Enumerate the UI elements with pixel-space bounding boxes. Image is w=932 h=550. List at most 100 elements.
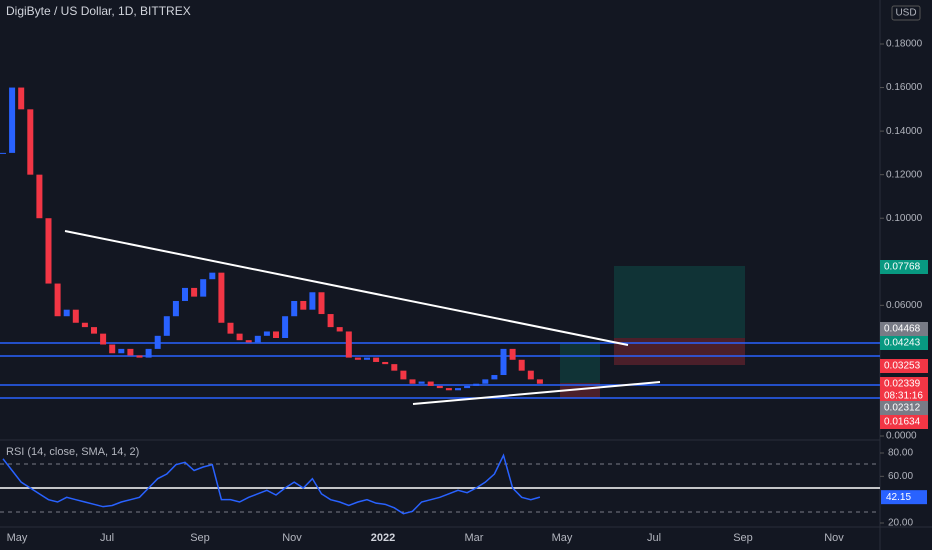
candle <box>536 379 543 384</box>
candle <box>100 333 107 345</box>
candle <box>81 322 88 328</box>
candle <box>136 355 143 358</box>
rsi-tag-label: 42.15 <box>886 492 911 503</box>
x-tick-label: Nov <box>824 532 844 544</box>
candle <box>336 327 343 332</box>
y-tick-label: 0.12000 <box>886 169 923 180</box>
candle <box>182 287 188 301</box>
candle <box>54 283 61 317</box>
y-tick-label: 0.16000 <box>886 82 923 93</box>
rsi-tag <box>881 490 927 505</box>
x-tick-label: Nov <box>282 532 302 544</box>
chart-title: DigiByte / US Dollar, 1D, BITTREX <box>6 4 191 18</box>
candle <box>236 333 243 341</box>
price-tag-label: 0.07768 <box>884 262 921 273</box>
trend-line <box>412 381 661 405</box>
candle <box>200 279 207 297</box>
candle <box>218 272 225 323</box>
candle <box>127 348 134 356</box>
x-tick-label: 2022 <box>371 532 395 544</box>
rsi-line <box>2 453 541 515</box>
candle <box>227 322 234 334</box>
price-tag-label: 0.03253 <box>884 361 921 372</box>
rsi-tick-label: 80.00 <box>888 448 913 459</box>
candle <box>354 357 361 360</box>
candle <box>509 348 516 360</box>
candle <box>282 316 289 338</box>
stop-zone <box>614 338 745 365</box>
y-tick-label: 0.14000 <box>886 126 923 137</box>
price-tag <box>880 389 928 403</box>
candle <box>464 385 471 389</box>
candle <box>154 335 161 349</box>
candle <box>163 316 170 336</box>
candle <box>391 364 398 371</box>
price-tag-label: 0.04243 <box>884 338 921 349</box>
candle <box>436 385 443 389</box>
currency[interactable]: USD <box>895 8 916 19</box>
price-tag-label: 0.02339 <box>884 379 921 390</box>
x-tick-label: Jul <box>100 532 114 544</box>
x-tick-label: Sep <box>733 532 753 544</box>
y-tick-label: 0.0000 <box>886 431 917 442</box>
candle <box>18 87 25 110</box>
price-tag <box>880 322 928 336</box>
price-tag <box>880 377 928 391</box>
stop-zone-small <box>560 383 600 398</box>
candle <box>482 379 489 384</box>
candle <box>172 300 179 317</box>
candle <box>245 340 252 343</box>
candle <box>445 388 452 391</box>
candle <box>191 287 198 297</box>
y-tick-label: 0.10000 <box>886 213 923 224</box>
candle <box>318 292 325 315</box>
candle <box>9 87 16 153</box>
candle <box>36 174 43 219</box>
candle <box>27 109 34 175</box>
candle <box>263 331 270 336</box>
rsi-title: RSI (14, close, SMA, 14, 2) <box>6 446 139 458</box>
price-tag <box>880 401 928 415</box>
price-tag-label: 0.04468 <box>884 324 921 335</box>
candle <box>382 361 389 365</box>
candle <box>364 357 370 360</box>
x-tick-label: Jul <box>647 532 661 544</box>
candle <box>145 348 152 358</box>
candle <box>455 388 461 391</box>
price-tag <box>880 359 928 373</box>
candle <box>0 152 6 154</box>
candle <box>409 379 416 384</box>
candle <box>273 331 279 338</box>
price-tag-label: 08:31:16 <box>884 391 923 402</box>
y-tick-label: 0.06000 <box>886 300 923 311</box>
price-tag <box>880 415 928 429</box>
candle <box>209 272 216 280</box>
candle <box>63 309 70 317</box>
candle <box>254 335 261 343</box>
y-tick-label: 0.18000 <box>886 39 923 50</box>
candle <box>327 314 334 328</box>
candle <box>72 309 79 323</box>
candle <box>491 375 498 380</box>
candle <box>427 381 434 386</box>
price-tag-label: 0.01634 <box>884 417 921 428</box>
candle <box>91 327 97 334</box>
price-tag-label: 0.02312 <box>884 403 921 414</box>
trend-line <box>64 230 629 346</box>
candle <box>109 344 116 354</box>
x-tick-label: Mar <box>465 532 484 544</box>
candle <box>400 370 407 380</box>
candle <box>45 218 52 284</box>
x-tick-label: May <box>552 532 573 544</box>
candle <box>291 300 298 317</box>
candle <box>345 331 352 358</box>
candle <box>118 348 125 354</box>
currency-box[interactable] <box>891 5 921 21</box>
target-zone-small <box>560 343 600 383</box>
x-tick-label: Sep <box>190 532 210 544</box>
x-tick-label: May <box>7 532 28 544</box>
candle <box>300 300 307 310</box>
candle <box>373 357 380 362</box>
